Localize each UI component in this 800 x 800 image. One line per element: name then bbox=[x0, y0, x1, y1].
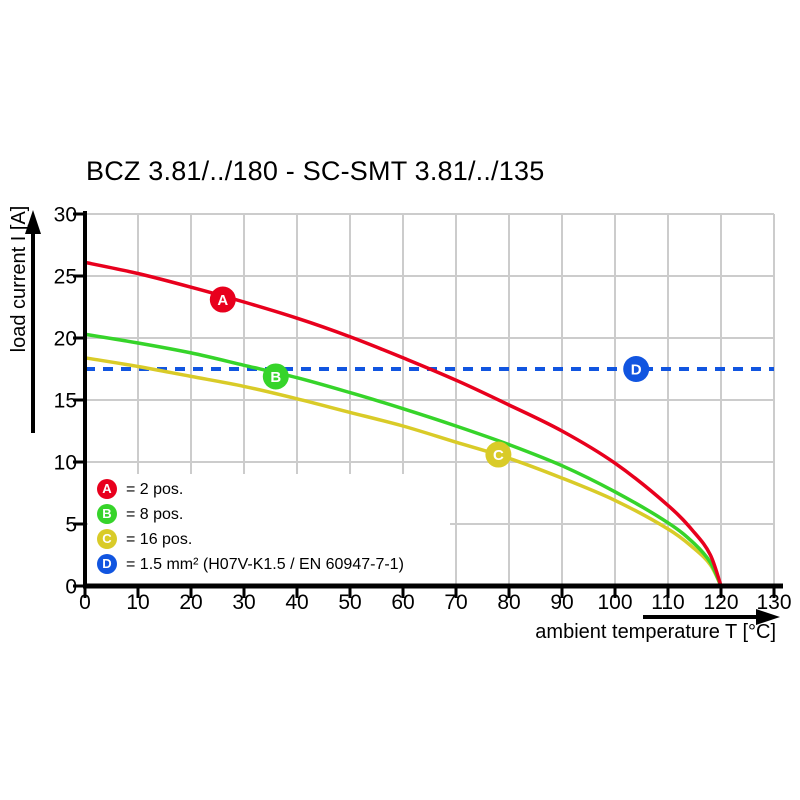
curve-marker-letter-d: D bbox=[631, 362, 642, 379]
y-axis-arrow-head bbox=[25, 210, 41, 234]
x-tick-label: 100 bbox=[597, 591, 632, 614]
y-axis-title: load current I [A] bbox=[8, 205, 30, 353]
y-tick-label: 25 bbox=[54, 266, 77, 289]
legend-marker-b-icon: B bbox=[97, 504, 117, 524]
x-tick-label: 90 bbox=[550, 591, 573, 614]
legend-item-d: D = 1.5 mm² (H07V-K1.5 / EN 60947-7-1) bbox=[97, 554, 404, 574]
legend-marker-c-icon: C bbox=[97, 529, 117, 549]
x-tick-label: 40 bbox=[285, 591, 308, 614]
curve-marker-a bbox=[209, 286, 236, 313]
x-tick-label: 110 bbox=[651, 591, 684, 614]
legend-background-mask bbox=[88, 474, 450, 584]
curve-marker-d bbox=[623, 356, 650, 382]
legend-marker-a-icon: A bbox=[97, 479, 117, 499]
legend-item-label: = 16 pos. bbox=[126, 530, 193, 548]
legend-item-c: C = 16 pos. bbox=[97, 529, 404, 549]
curve-marker-letter-c: C bbox=[493, 447, 504, 464]
y-tick-label: 10 bbox=[54, 452, 77, 475]
x-tick-label: 80 bbox=[497, 591, 520, 614]
curve-marker-letter-b: B bbox=[270, 369, 281, 386]
x-tick-label: 60 bbox=[391, 591, 414, 614]
x-tick-label: 20 bbox=[179, 591, 202, 614]
legend-item-b: B = 8 pos. bbox=[97, 504, 404, 524]
y-tick-label: 15 bbox=[54, 390, 77, 413]
x-tick-label: 130 bbox=[756, 591, 791, 614]
legend-item-a: A = 2 pos. bbox=[97, 479, 404, 499]
x-tick-label: 0 bbox=[79, 591, 91, 614]
x-tick-label: 70 bbox=[444, 591, 467, 614]
curve-marker-b bbox=[262, 363, 289, 390]
x-axis-arrow-head bbox=[756, 609, 780, 625]
chart-title: BCZ 3.81/../180 - SC-SMT 3.81/../135 bbox=[86, 156, 545, 186]
x-tick-label: 30 bbox=[232, 591, 255, 614]
y-tick-label: 5 bbox=[65, 514, 77, 537]
curve-a bbox=[84, 260, 723, 587]
curve-c bbox=[84, 356, 723, 587]
legend-item-label: = 8 pos. bbox=[126, 505, 184, 523]
legend-item-label: = 2 pos. bbox=[126, 480, 184, 498]
y-tick-label: 20 bbox=[54, 328, 77, 351]
y-tick-label: 30 bbox=[54, 204, 77, 227]
curve-marker-letter-a: A bbox=[217, 292, 228, 309]
curve-marker-c bbox=[485, 441, 512, 468]
x-tick-label: 120 bbox=[703, 591, 738, 614]
x-tick-label: 10 bbox=[126, 591, 149, 614]
y-tick-label: 0 bbox=[65, 576, 77, 599]
chart-legend: A = 2 pos. B = 8 pos. C = 16 pos. D = 1.5 mm² (… bbox=[97, 479, 404, 574]
legend-item-label: = 1.5 mm² (H07V-K1.5 / EN 60947-7-1) bbox=[126, 555, 404, 573]
curve-b bbox=[84, 332, 723, 587]
x-axis-title: ambient temperature T [°C] bbox=[535, 621, 776, 643]
legend-marker-d-icon: D bbox=[97, 554, 117, 574]
x-tick-label: 50 bbox=[338, 591, 361, 614]
